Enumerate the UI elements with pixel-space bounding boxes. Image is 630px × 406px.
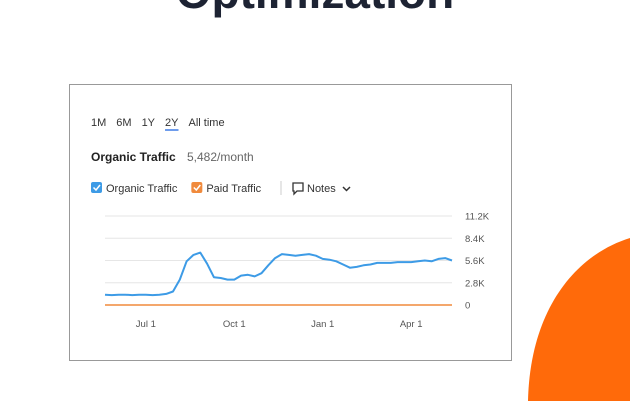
legend-checkbox[interactable] [91,182,102,193]
y-tick-label: 0 [465,301,470,312]
series-line [104,251,453,297]
tab[interactable]: 1Y [142,117,156,129]
tabs: 1M 6M 1Y 2Y All time [91,117,225,131]
notes-icon[interactable] [292,182,304,196]
legend-check [193,184,201,192]
decor-blob [528,238,630,401]
plot: 0 2.8K 5.6K 8.4K 11.2K Jul 1 Oct 1 Jan 1 Apr 1 [104,212,490,330]
tab[interactable]: 6M [116,117,131,129]
tab[interactable]: 1M [91,117,106,129]
legend: Organic Traffic Paid Traffic [91,182,262,195]
x-tick-label: Oct 1 [223,319,246,330]
notes-button[interactable]: Notes [307,183,336,195]
summary-label: Organic Traffic [91,150,176,164]
tab[interactable]: All time [189,117,225,129]
x-tick-label: Apr 1 [400,319,423,330]
x-tick-label: Jan 1 [311,319,334,330]
y-tick-label: 11.2K [465,212,490,223]
notes-caret[interactable] [342,186,351,192]
y-tick-label: 8.4K [465,234,485,245]
y-tick-label: 5.6K [465,256,485,267]
tab[interactable]: 2Y [165,117,179,129]
legend-checkbox[interactable] [191,182,203,193]
x-tick-label: Jul 1 [136,319,156,330]
y-tick-label: 2.8K [465,278,485,289]
card [69,84,512,361]
heading: Optimization [176,0,455,18]
legend-label[interactable]: Paid Traffic [206,183,261,195]
summary-value: 5,482/month [187,150,254,164]
legend-label[interactable]: Organic Traffic [106,183,178,195]
legend-check [92,184,101,192]
